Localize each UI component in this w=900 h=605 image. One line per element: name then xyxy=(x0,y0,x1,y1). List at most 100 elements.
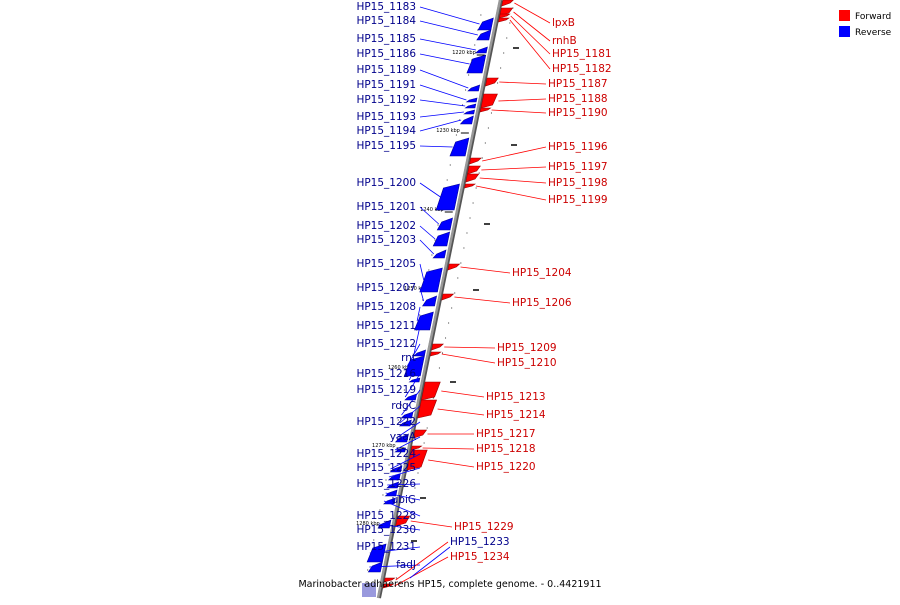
forward-gene-feature xyxy=(501,0,514,7)
forward-gene-feature xyxy=(464,183,477,189)
forward-gene-label[interactable]: rnhB xyxy=(552,35,577,47)
reverse-gene-label[interactable]: HP15_1207 xyxy=(356,282,416,294)
forward-gene-label[interactable]: HP15_1234 xyxy=(450,551,510,563)
reverse-gene-leader xyxy=(387,483,421,486)
reverse-gene-feature xyxy=(432,249,447,259)
forward-gene-label[interactable]: HP15_1182 xyxy=(552,63,612,75)
reverse-gene-leader xyxy=(419,225,436,240)
reverse-gene-leader xyxy=(419,99,466,107)
forward-gene-leader xyxy=(454,296,511,304)
scale-tick-label: 1220 kbp xyxy=(452,50,476,56)
reverse-gene-label[interactable]: HP15_1212 xyxy=(356,338,416,350)
forward-gene-feature xyxy=(479,107,492,113)
reverse-gene-label[interactable]: HP15_1222 xyxy=(356,416,416,428)
forward-gene-leader xyxy=(395,541,449,581)
reverse-gene-label[interactable]: HP15_1186 xyxy=(356,48,416,60)
reverse-gene-label[interactable]: HP15_1189 xyxy=(356,64,416,76)
reverse-gene-label[interactable]: HP15_1205 xyxy=(356,258,416,270)
forward-gene-label[interactable]: HP15_1187 xyxy=(548,78,608,90)
legend-label: Forward xyxy=(855,12,891,22)
reverse-gene-label[interactable]: HP15_1191 xyxy=(356,79,416,91)
reverse-gene-label[interactable]: HP15_1208 xyxy=(356,301,416,313)
forward-gene-label[interactable]: lpxB xyxy=(552,17,575,29)
reverse-gene-label[interactable]: HP15_1203 xyxy=(356,234,416,246)
forward-gene-label[interactable]: HP15_1214 xyxy=(486,409,546,421)
forward-gene-label[interactable]: HP15_1217 xyxy=(476,428,536,440)
forward-gene-label[interactable]: HP15_1181 xyxy=(552,48,612,60)
forward-gene-feature xyxy=(383,577,396,583)
reverse-gene-feature xyxy=(422,295,438,307)
reverse-gene-label[interactable]: HP15_1195 xyxy=(356,140,416,152)
forward-gene-leader xyxy=(491,109,547,114)
reverse-gene-feature xyxy=(403,355,425,377)
forward-gene-leader xyxy=(479,177,547,184)
reverse-gene-leader xyxy=(409,546,451,579)
reverse-gene-leader xyxy=(419,239,435,255)
reverse-gene-label[interactable]: HP15_1183 xyxy=(356,1,416,13)
reverse-gene-label[interactable]: ubiG xyxy=(392,494,416,506)
forward-gene-feature xyxy=(421,381,441,401)
forward-gene-label[interactable]: HP15_1206 xyxy=(512,297,572,309)
scale-tick-label: 1230 kbp xyxy=(436,128,460,134)
forward-gene-feature xyxy=(498,17,510,23)
reverse-gene-label[interactable]: HP15_1230 xyxy=(356,524,416,536)
reverse-gene-label[interactable]: yaaA xyxy=(390,431,417,443)
reverse-gene-label[interactable]: HP15_1228 xyxy=(356,510,416,522)
reverse-gene-label[interactable]: HP15_1219 xyxy=(356,384,416,396)
reverse-gene-label[interactable]: HP15_1194 xyxy=(356,125,416,137)
reverse-gene-label[interactable]: HP15_1231 xyxy=(356,541,416,553)
reverse-gene-leader xyxy=(394,436,421,451)
reverse-gene-label[interactable]: HP15_1211 xyxy=(356,320,416,332)
reverse-gene-label[interactable]: HP15_1225 xyxy=(356,462,416,474)
reverse-gene-label[interactable]: HP15_1202 xyxy=(356,220,416,232)
reverse-gene-label[interactable]: fadJ xyxy=(396,559,416,571)
reverse-gene-leader xyxy=(399,405,421,424)
forward-gene-label[interactable]: HP15_1197 xyxy=(548,161,608,173)
forward-gene-label[interactable]: HP15_1199 xyxy=(548,194,608,206)
reverse-gene-feature xyxy=(419,267,443,293)
forward-gene-leader xyxy=(482,146,547,162)
reverse-gene-feature xyxy=(459,115,474,125)
reverse-gene-feature xyxy=(463,109,475,115)
forward-gene-label[interactable]: HP15_1198 xyxy=(548,177,608,189)
reverse-gene-feature xyxy=(465,97,478,103)
reverse-gene-leader xyxy=(413,325,421,354)
reverse-gene-label[interactable]: HP15_1226 xyxy=(356,478,416,490)
forward-gene-label[interactable]: HP15_1196 xyxy=(548,141,608,153)
reverse-gene-feature xyxy=(408,377,421,383)
reverse-gene-leader xyxy=(416,306,421,322)
forward-gene-label[interactable]: HP15_1209 xyxy=(497,342,557,354)
genome-backbone xyxy=(376,0,502,599)
reverse-gene-label[interactable]: rdgC xyxy=(391,400,416,412)
reverse-gene-label[interactable]: HP15_1193 xyxy=(356,111,416,123)
forward-gene-label[interactable]: HP15_1188 xyxy=(548,93,608,105)
reverse-gene-feature xyxy=(389,465,403,473)
reverse-gene-label[interactable]: rnt xyxy=(401,352,416,364)
forward-gene-label[interactable]: HP15_1218 xyxy=(476,443,536,455)
forward-gene-label[interactable]: HP15_1213 xyxy=(486,391,546,403)
reverse-gene-feature xyxy=(394,447,406,453)
forward-gene-label[interactable]: HP15_1204 xyxy=(512,267,572,279)
reverse-gene-feature xyxy=(436,217,453,231)
reverse-gene-feature xyxy=(387,473,401,481)
reverse-gene-feature xyxy=(449,137,470,157)
forward-gene-label[interactable]: HP15_1190 xyxy=(548,107,608,119)
reverse-gene-feature xyxy=(476,29,492,41)
forward-gene-feature xyxy=(429,351,442,357)
forward-gene-label[interactable]: HP15_1229 xyxy=(454,521,514,533)
reverse-gene-label[interactable]: HP15_1185 xyxy=(356,33,416,45)
forward-gene-label[interactable]: HP15_1233 xyxy=(450,536,510,548)
reverse-gene-label[interactable]: HP15_1201 xyxy=(356,201,416,213)
forward-gene-label[interactable]: HP15_1220 xyxy=(476,461,536,473)
reverse-gene-leader xyxy=(419,182,441,198)
reverse-gene-label[interactable]: HP15_1184 xyxy=(356,15,416,27)
reverse-gene-label[interactable]: HP15_1224 xyxy=(356,448,416,460)
forward-gene-feature xyxy=(410,445,423,451)
reverse-gene-label[interactable]: HP15_1192 xyxy=(356,94,416,106)
reverse-gene-label[interactable]: HP15_1216 xyxy=(356,368,416,380)
reverse-gene-feature xyxy=(477,17,494,31)
forward-gene-label[interactable]: HP15_1210 xyxy=(497,357,557,369)
reverse-gene-leader xyxy=(378,523,421,531)
reverse-gene-label[interactable]: HP15_1200 xyxy=(356,177,416,189)
